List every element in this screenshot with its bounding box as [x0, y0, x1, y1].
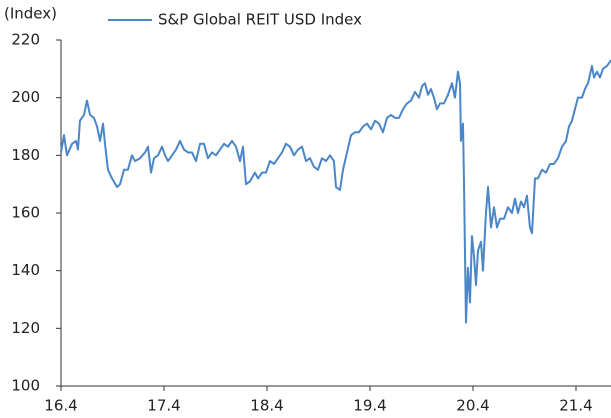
legend-label: S&P Global REIT USD Index	[158, 11, 362, 29]
y-tick-label: 140	[11, 261, 40, 279]
x-tick-label: 17.4	[147, 397, 180, 415]
x-tick-label: 21.4	[559, 397, 592, 415]
series-line	[60, 59, 611, 324]
x-tick-label: 19.4	[353, 397, 386, 415]
x-tick-label: 16.4	[44, 397, 77, 415]
y-tick-label: 220	[11, 31, 40, 49]
x-tick-label: 18.4	[250, 397, 283, 415]
y-axis-label: (Index)	[4, 5, 57, 23]
y-tick-label: 180	[11, 146, 40, 164]
y-tick-label: 160	[11, 204, 40, 222]
y-tick-label: 100	[11, 377, 40, 395]
x-tick-label: 20.4	[456, 397, 489, 415]
y-tick-label: 200	[11, 88, 40, 106]
y-tick-label: 120	[11, 319, 40, 337]
